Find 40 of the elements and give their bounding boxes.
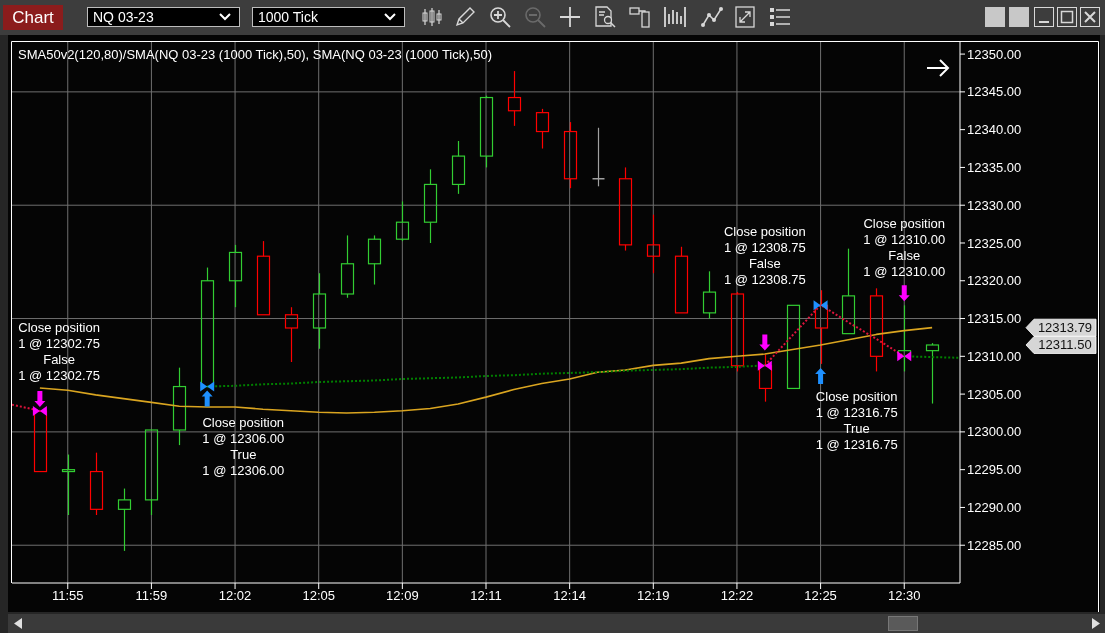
dropdown: NQ 03-23 — [87, 7, 240, 27]
annotation: Close position 1 @ 12302.75 False 1 @ 12302.75 — [18, 320, 101, 384]
x-tick-label: 12:05 — [302, 588, 335, 604]
x-tick-label: 12:11 — [470, 588, 502, 604]
annotation: Close position 1 @ 12310.00 False 1 @ 12310.00 — [863, 216, 946, 280]
x-tick-label: 11:55 — [51, 588, 84, 604]
y-tick-label: 12325.00 — [967, 235, 1022, 251]
y-tick-label: 12335.00 — [967, 160, 1022, 176]
x-tick-label: 12:22 — [720, 588, 754, 604]
x-tick-label: 12:30 — [887, 588, 921, 604]
title-badge: Chart — [3, 5, 63, 30]
y-tick-label: 12285.00 — [967, 537, 1022, 553]
x-tick-label: 12:09 — [386, 588, 419, 604]
y-tick-label: 12320.00 — [967, 273, 1022, 289]
y-tick-label: 12350.00 — [967, 46, 1022, 62]
y-tick-label: 12305.00 — [967, 386, 1022, 402]
chart-title: SMA50v2(120,80)/SMA(NQ 03-23 (1000 Tick),50), SMA(NQ 03-23 (1000 Tick),50) — [18, 47, 492, 62]
x-tick-label: 12:02 — [218, 588, 252, 604]
y-tick-label: 12290.00 — [967, 500, 1022, 516]
dropdown: 1000 Tick — [252, 7, 405, 27]
candlestick — [312, 272, 327, 350]
y-tick-label: 12300.00 — [967, 424, 1022, 440]
y-tick-label: 12345.00 — [967, 84, 1022, 100]
annotation: Close position 1 @ 12306.00 True 1 @ 12306.00 — [202, 414, 285, 478]
candlestick — [786, 304, 801, 390]
candlestick — [841, 248, 856, 335]
text: 12311.50 — [1038, 337, 1092, 353]
y-tick-label: 12330.00 — [967, 197, 1022, 213]
y-tick-label: 12310.00 — [967, 348, 1022, 364]
x-tick-label: 12:25 — [804, 588, 837, 604]
x-tick-label: 12:19 — [637, 588, 670, 604]
y-tick-label: 12295.00 — [967, 462, 1022, 478]
candlestick — [33, 410, 48, 473]
x-tick-label: 12:14 — [553, 588, 586, 604]
x-tick-label: 11:59 — [135, 588, 168, 604]
y-tick-label: 12315.00 — [967, 311, 1022, 327]
text: 12313.79 — [1037, 320, 1093, 336]
y-tick-label: 12340.00 — [967, 122, 1022, 138]
annotation: Close position 1 @ 12316.75 True 1 @ 12316.75 — [815, 388, 898, 452]
annotation: Close position 1 @ 12308.75 False 1 @ 12308.75 — [723, 224, 806, 288]
